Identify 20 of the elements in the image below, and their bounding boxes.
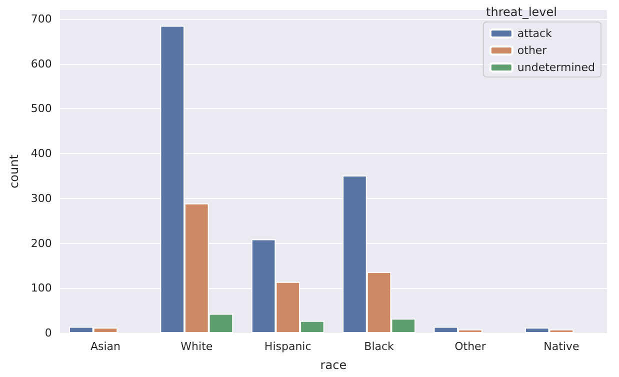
x-tick-label: Black bbox=[364, 340, 395, 353]
y-tick-label: 600 bbox=[30, 57, 52, 70]
y-tick-label: 300 bbox=[30, 192, 52, 205]
legend-label: other bbox=[517, 44, 548, 57]
y-tick-label: 700 bbox=[30, 12, 52, 26]
x-tick-label: White bbox=[180, 340, 213, 353]
y-axis-title: count bbox=[7, 154, 21, 188]
x-tick-label: Other bbox=[454, 340, 486, 353]
x-tick-label: Hispanic bbox=[264, 340, 312, 353]
x-axis-title: race bbox=[320, 358, 347, 372]
y-tick-label: 100 bbox=[30, 282, 52, 295]
y-tick-label: 200 bbox=[30, 236, 52, 250]
legend-title: threat_level bbox=[486, 5, 558, 19]
y-tick-label: 400 bbox=[30, 147, 52, 160]
y-tick-label: 500 bbox=[30, 102, 52, 116]
legend-label: attack bbox=[517, 27, 553, 40]
x-tick-label: Asian bbox=[90, 340, 121, 353]
x-tick-label: Native bbox=[544, 340, 580, 353]
legend-label: undetermined bbox=[517, 61, 596, 74]
y-tick-label: 0 bbox=[44, 326, 52, 340]
